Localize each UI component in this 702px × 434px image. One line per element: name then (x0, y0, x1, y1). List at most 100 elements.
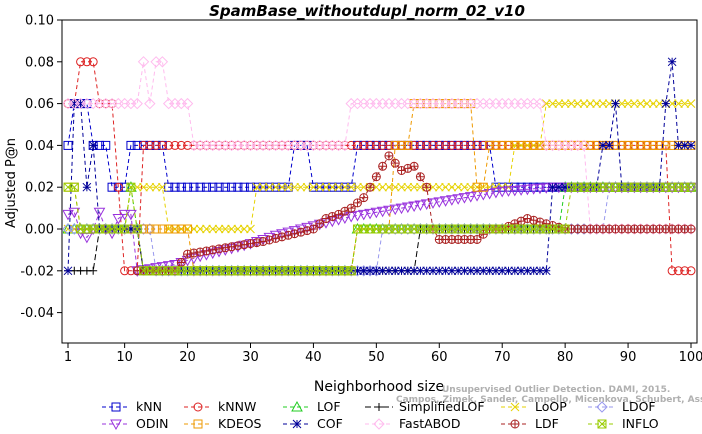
data-point (264, 266, 274, 276)
data-point (585, 140, 595, 150)
y-tick-label: 0.06 (25, 97, 54, 112)
data-point (88, 141, 98, 150)
data-point (560, 182, 570, 192)
data-point (162, 261, 175, 272)
data-point (246, 224, 255, 234)
data-point (642, 99, 652, 108)
data-point (661, 182, 671, 192)
data-point (560, 99, 570, 108)
data-point (667, 182, 677, 192)
data-point (353, 182, 362, 192)
data-point (642, 182, 652, 192)
legend: kNN kNNW LOF SimplifiedLOF LoOP LDOF ODIN KDEOS… (102, 399, 659, 431)
data-point (195, 182, 205, 192)
data-point-cross (334, 210, 343, 219)
data-point (403, 182, 413, 192)
data-point (409, 140, 419, 150)
data-point (145, 182, 155, 192)
data-point (68, 207, 81, 219)
data-point (365, 140, 375, 150)
data-point (597, 419, 607, 429)
y-tick-label: 0.10 (25, 14, 54, 29)
data-point (252, 266, 262, 276)
data-point (359, 182, 369, 192)
data-point (258, 182, 268, 192)
data-point (76, 99, 85, 108)
data-point-cross (560, 224, 570, 234)
data-point (132, 140, 142, 150)
data-point (245, 266, 255, 276)
data-point (327, 182, 337, 192)
data-point-cross (346, 266, 356, 276)
data-point (458, 193, 471, 204)
data-point (610, 182, 620, 192)
data-point (321, 182, 331, 192)
data-point (113, 224, 123, 234)
legend-label: kNNW (218, 399, 256, 414)
data-point (648, 99, 658, 108)
legend-label: FastABOD (399, 416, 461, 431)
series-inflo (63, 182, 696, 276)
data-point-cross (410, 162, 419, 171)
data-point (516, 266, 526, 276)
legend-item-odin: ODIN (102, 416, 169, 431)
data-point (370, 207, 383, 219)
data-point (516, 140, 526, 150)
data-point (409, 266, 419, 276)
data-point (422, 140, 432, 150)
watermark-line-2: Campos, Zimek, Sander, Campello, Micenko… (396, 395, 702, 405)
data-point (497, 140, 507, 150)
data-point-cross (120, 224, 129, 234)
data-point (415, 224, 425, 234)
data-point (151, 266, 161, 276)
data-point (534, 183, 546, 195)
data-point (145, 266, 155, 276)
data-point (655, 182, 665, 192)
data-point (383, 205, 395, 217)
data-point (214, 266, 224, 276)
chart-title: SpamBase_withoutdupl_norm_02_v10 (209, 2, 525, 20)
data-point (573, 99, 583, 108)
data-point (340, 182, 350, 192)
data-point (170, 182, 180, 192)
data-point (478, 224, 488, 234)
data-point (478, 182, 488, 192)
data-point (365, 266, 375, 276)
data-point-cross (473, 235, 482, 244)
data-point (409, 224, 419, 234)
data-point (483, 188, 496, 200)
legend-label: LoOP (535, 399, 567, 414)
data-point (516, 224, 526, 234)
data-point (409, 182, 419, 192)
data-point (409, 99, 419, 109)
data-point (137, 56, 150, 68)
data-point (296, 266, 306, 276)
legend-item-ldf: LDF (501, 416, 559, 431)
data-point (63, 266, 73, 276)
data-point (686, 141, 696, 150)
data-point (309, 182, 318, 192)
data-point (578, 139, 590, 152)
data-point (403, 224, 413, 234)
data-point (460, 266, 469, 276)
data-point (680, 182, 690, 192)
series-line (68, 61, 691, 272)
data-point-cross (422, 183, 431, 192)
data-point (604, 182, 614, 192)
data-point (598, 182, 608, 192)
data-point (485, 224, 495, 234)
data-point (144, 97, 156, 110)
data-point (390, 182, 400, 192)
data-point (375, 403, 383, 411)
data-point (321, 182, 331, 192)
data-point (504, 266, 513, 276)
data-point (145, 140, 155, 150)
data-point (428, 182, 438, 192)
data-point (214, 140, 224, 150)
data-point (315, 266, 325, 276)
data-point (629, 140, 639, 150)
legend-item-inflo: INFLO (588, 416, 659, 431)
data-point (371, 224, 381, 234)
data-point (510, 224, 520, 234)
data-point (535, 266, 545, 276)
